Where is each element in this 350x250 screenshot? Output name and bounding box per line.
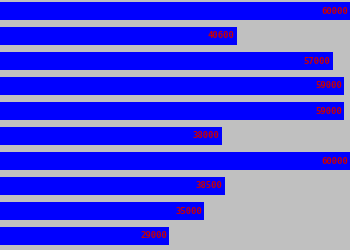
Text: 29000: 29000 [140, 232, 167, 240]
Bar [0, 2, 350, 20]
Bar [0, 152, 350, 170]
Bar [0, 177, 225, 195]
Bar [0, 77, 344, 95]
Text: 60000: 60000 [321, 156, 348, 166]
Text: 59000: 59000 [315, 106, 342, 116]
Text: 59000: 59000 [315, 82, 342, 90]
Bar [0, 227, 169, 245]
Bar [0, 27, 237, 45]
Text: 38000: 38000 [193, 132, 220, 140]
Bar [0, 52, 332, 70]
Bar [0, 127, 222, 145]
Text: 35000: 35000 [175, 206, 202, 216]
Text: 57000: 57000 [304, 56, 330, 66]
Text: 38500: 38500 [196, 182, 223, 190]
Text: 60000: 60000 [321, 6, 348, 16]
Text: 40600: 40600 [208, 32, 235, 40]
Bar [0, 202, 204, 220]
Bar [0, 102, 344, 120]
